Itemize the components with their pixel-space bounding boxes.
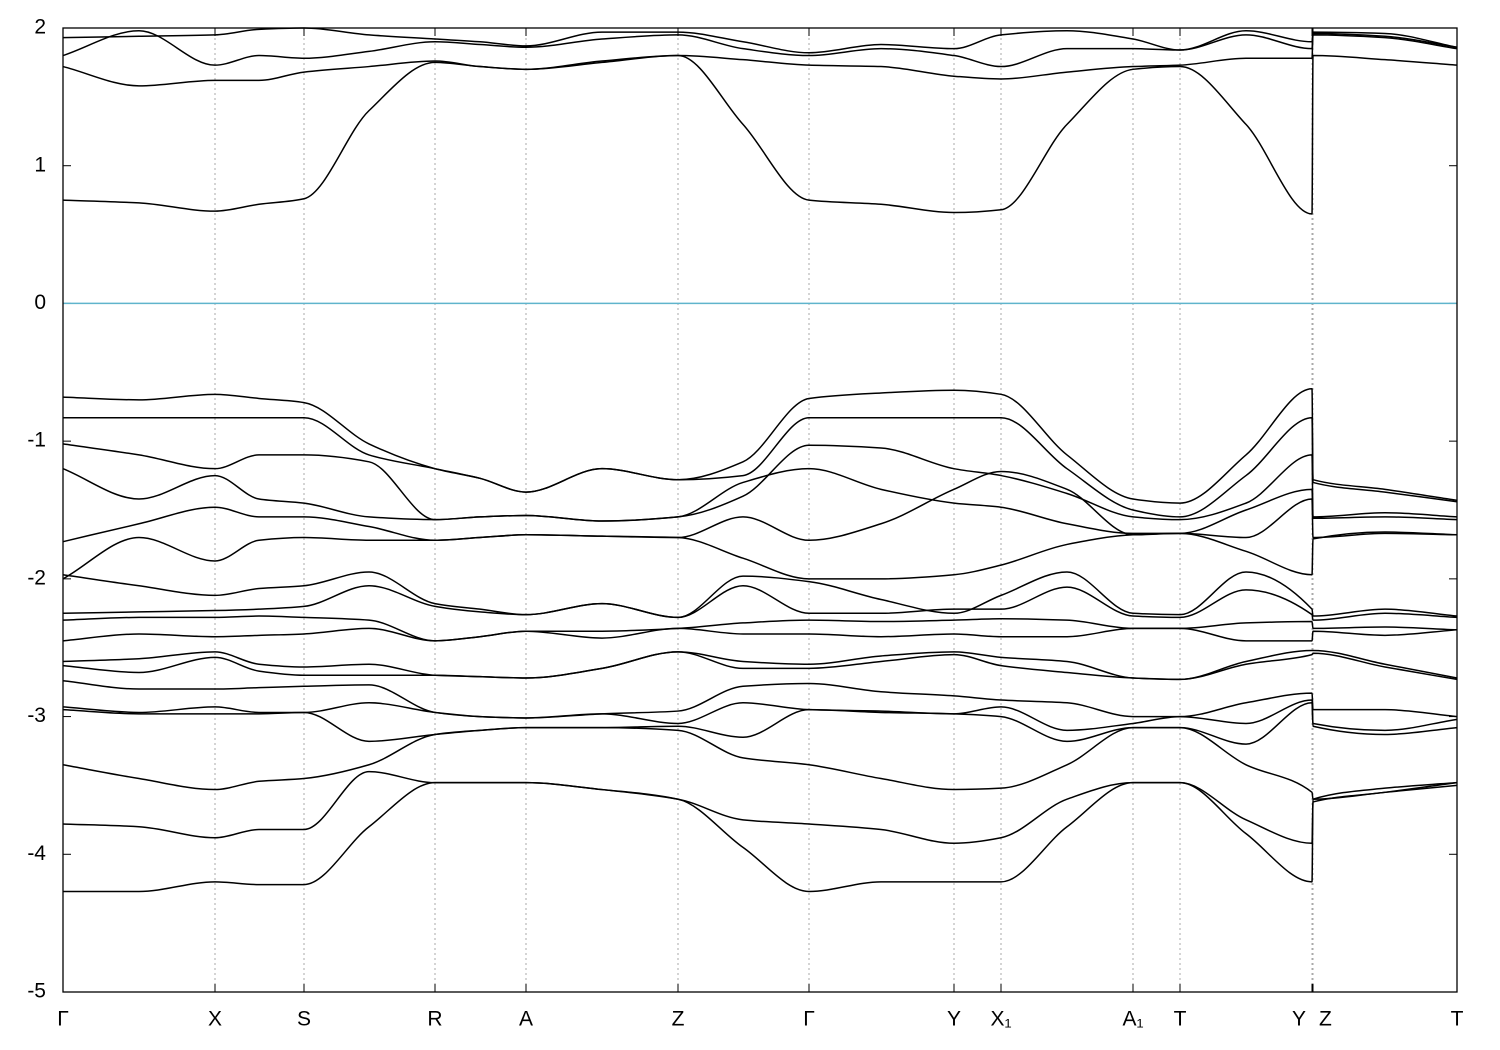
band-line	[62, 30, 1458, 68]
band-line	[62, 571, 1458, 619]
band-line	[62, 443, 1458, 522]
y-tick-label: 0	[34, 291, 46, 314]
x-tick-label: Y	[947, 1008, 961, 1031]
x-tick-label: S	[297, 1008, 311, 1031]
x-tick-label: A₁	[1122, 1008, 1143, 1031]
x-tick-label: X	[208, 1008, 222, 1031]
x-tick-label: Z	[1319, 1008, 1332, 1031]
x-tick-label: Γ	[57, 1008, 69, 1031]
plot-frame	[62, 27, 1458, 993]
y-tick-label: -1	[27, 429, 46, 452]
x-tick-label: Y	[1292, 1008, 1306, 1031]
band-line	[62, 649, 1458, 681]
x-tick-label: Z	[672, 1008, 685, 1031]
band-line	[62, 470, 1458, 543]
band-line	[62, 781, 1458, 893]
band-line	[62, 584, 1458, 621]
band-line	[62, 467, 1458, 535]
x-tick-label: T	[1451, 1008, 1464, 1031]
band-line	[62, 388, 1458, 504]
y-tick-label: -5	[27, 980, 46, 1003]
band-line	[62, 27, 1458, 54]
band-line	[62, 770, 1458, 845]
y-tick-label: -2	[27, 566, 46, 589]
band-line	[62, 651, 1458, 681]
band-line	[62, 416, 1458, 518]
band-line	[62, 702, 1458, 745]
band-line	[62, 531, 1458, 580]
band-line	[62, 615, 1458, 642]
x-tick-label: R	[427, 1008, 442, 1031]
band-line	[62, 680, 1458, 719]
x-tick-label: T	[1174, 1008, 1187, 1031]
x-tick-label: Γ	[803, 1008, 815, 1031]
y-tick-label: -4	[27, 842, 46, 865]
band-line	[62, 34, 1458, 87]
x-tick-label: X₁	[990, 1008, 1011, 1031]
band-line	[62, 54, 1458, 215]
x-tick-label: A	[519, 1008, 533, 1031]
band-line	[62, 699, 1458, 732]
band-line	[62, 627, 1458, 642]
y-tick-label: -3	[27, 704, 46, 727]
y-tick-label: 1	[34, 153, 46, 176]
y-tick-label: 2	[34, 16, 46, 39]
band-line	[62, 726, 1458, 800]
